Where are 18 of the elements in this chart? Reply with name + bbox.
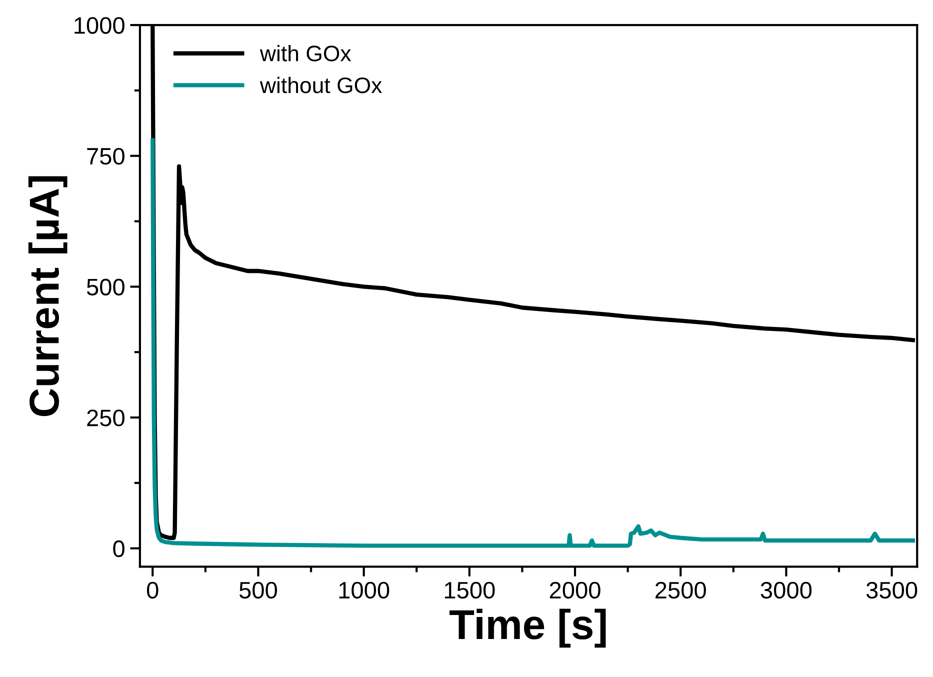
legend-label: with GOx: [260, 45, 352, 62]
y-tick-label: 500: [86, 278, 124, 296]
x-tick-label: 1000: [339, 582, 390, 599]
y-tick-label: 250: [87, 410, 124, 426]
line-series: [150, 138, 915, 548]
x-tick-label: 1500: [444, 582, 495, 599]
x-tick-label: 0: [146, 582, 158, 599]
x-tick-label: 500: [239, 582, 277, 599]
x-tick-label: 2500: [656, 582, 706, 599]
legend-label: without GOx: [260, 76, 382, 94]
y-tick-label: 0: [113, 540, 124, 558]
y-axis-title: Current [µA]: [28, 176, 68, 416]
y-tick-label: 750: [87, 148, 124, 165]
x-axis-title: Time [s]: [450, 608, 606, 648]
x-tick-label: 2000: [550, 582, 600, 599]
x-tick-label: 3000: [760, 582, 812, 599]
y-tick-label: 1000: [74, 17, 124, 34]
x-tick-label: 3500: [866, 582, 918, 599]
